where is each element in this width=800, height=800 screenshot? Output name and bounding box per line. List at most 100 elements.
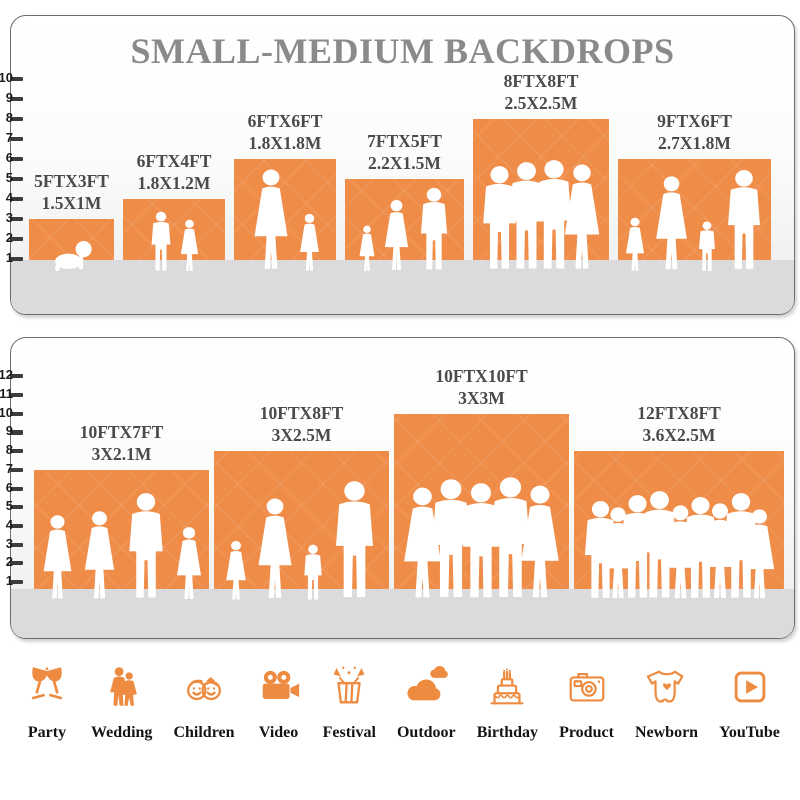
backdrop-size-label: 8FTX8FT 2.5X2.5M [504, 71, 579, 114]
size-meters: 1.8X1.8M [248, 132, 322, 153]
size-meters: 2.7X1.8M [658, 132, 731, 153]
category-label: Outdoor [396, 724, 456, 741]
backdrop-10ftx10ft: 10FTX10FT 3X3M [394, 366, 569, 598]
people-silhouettes [29, 237, 114, 273]
boy-silhouette [151, 211, 170, 271]
woman-silhouette [43, 515, 71, 599]
party-icon [24, 664, 70, 715]
ruler-number: 2 [5, 554, 13, 570]
youtube-icon [727, 664, 773, 715]
medium-backdrops-panel: 10FTX7FT 3X2.1M 10FTX8FT 3X2.5M 10FTX10FT 3X3… [0, 337, 795, 639]
man-silhouette [491, 477, 530, 597]
category-row: Party Wedding Children Video Festival Outdoor… [24, 664, 780, 742]
ruler-tick [10, 430, 23, 435]
category-party: Party [24, 664, 70, 742]
girl-silhouette [176, 527, 201, 599]
size-feet: 6FTX4FT [136, 151, 212, 172]
ruler-number: 1 [5, 250, 13, 265]
ruler-tick [10, 77, 23, 82]
children-icon [181, 664, 227, 715]
ruler-tick [10, 137, 23, 142]
girl-silhouette [299, 213, 319, 271]
size-feet: 9FTX6FT [657, 111, 732, 132]
ruler-tick [10, 449, 23, 454]
category-product: Product [559, 664, 614, 742]
category-label: Children [173, 724, 235, 741]
girl-silhouette [359, 225, 375, 272]
backdrop-7ftx5ft: 7FTX5FT 2.2X1.5M [345, 131, 464, 272]
ruler-number: 3 [5, 535, 13, 551]
ruler-tick [10, 374, 23, 379]
people-silhouettes [574, 490, 784, 602]
backdrop-12ftx8ft: 12FTX8FT 3.6X2.5M [574, 403, 784, 599]
ruler-number: 3 [5, 210, 13, 225]
small-backdrops-panel: SMALL-MEDIUM BACKDROPS 5FTX3FT 1.5X1M 6FTX… [0, 15, 795, 315]
newborn-icon [644, 664, 690, 715]
ruler-tick [10, 117, 23, 122]
man-silhouette [432, 479, 471, 598]
ruler-tick [10, 217, 23, 222]
size-meters: 2.2X1.5M [368, 152, 441, 173]
size-feet: 10FTX7FT [79, 422, 164, 443]
people-silhouettes [234, 168, 336, 273]
ruler-tick [10, 257, 23, 262]
man-silhouette [420, 187, 448, 270]
size-feet: 5FTX3FT [34, 171, 109, 192]
size-meters: 3X3M [458, 387, 505, 408]
backdrop-9ftx6ft: 9FTX6FT 2.7X1.8M [618, 111, 771, 271]
woman-silhouette [258, 498, 292, 598]
backdrop-size-label: 12FTX8FT 3.6X2.5M [637, 403, 721, 446]
woman-silhouette [384, 200, 409, 271]
category-outdoor: Outdoor [397, 664, 456, 742]
ruler-number: 9 [5, 90, 13, 105]
man-silhouette [642, 491, 677, 598]
backdrop-6ftx4ft: 6FTX4FT 1.8X1.2M [123, 151, 225, 271]
size-feet: 7FTX5FT [367, 131, 442, 152]
size-meters: 3.6X2.5M [642, 424, 716, 445]
girl-silhouette [626, 217, 644, 271]
ruler-tick [10, 411, 23, 416]
category-birthday: Birthday [477, 664, 538, 742]
panel-floor [11, 260, 794, 314]
ruler-tick [10, 97, 23, 102]
category-label: Newborn [634, 724, 699, 741]
man-silhouette [483, 166, 517, 269]
ruler-tick [10, 580, 23, 585]
size-feet: 10FTX10FT [435, 366, 528, 387]
ruler-tick [10, 467, 23, 472]
backdrop-10ftx8ft: 10FTX8FT 3X2.5M [214, 403, 389, 600]
people-silhouettes [214, 480, 389, 602]
backdrop-10ftx7ft: 10FTX7FT 3X2.1M [34, 422, 209, 599]
backdrop-size-label: 10FTX10FT 3X3M [435, 366, 527, 409]
category-children: Children [173, 664, 235, 742]
wedding-icon [99, 664, 145, 715]
ruler-number: 5 [5, 170, 13, 185]
woman-silhouette [521, 485, 559, 598]
ruler-number: 1 [5, 573, 13, 588]
boy-silhouette [304, 544, 322, 600]
video-icon [256, 664, 302, 715]
ruler-number: 5 [5, 498, 13, 514]
ruler-tick [10, 561, 23, 566]
backdrop-size-label: 9FTX6FT 2.7X1.8M [657, 111, 732, 154]
category-label: Birthday [476, 724, 539, 741]
backdrop-size-label: 10FTX7FT 3X2.1M [80, 422, 164, 465]
ruler-number: 10 [0, 404, 13, 420]
ruler-number: 4 [5, 190, 13, 205]
category-newborn: Newborn [635, 664, 698, 742]
ruler-tick [10, 523, 23, 529]
ruler-number: 11 [0, 386, 13, 401]
category-label: Festival [322, 724, 376, 741]
size-meters: 3X2.1M [91, 443, 152, 464]
size-meters: 2.5X2.5M [504, 92, 578, 113]
man-silhouette [584, 501, 616, 598]
people-silhouettes [394, 476, 569, 602]
ruler-number: 6 [5, 150, 13, 165]
backdrop-6ftx6ft: 6FTX6FT 1.8X1.8M [234, 111, 336, 271]
product-icon [564, 664, 610, 715]
man-silhouette [462, 483, 499, 598]
man-silhouette [336, 481, 373, 598]
category-label: YouTube [719, 724, 780, 741]
woman-silhouette [656, 176, 687, 270]
